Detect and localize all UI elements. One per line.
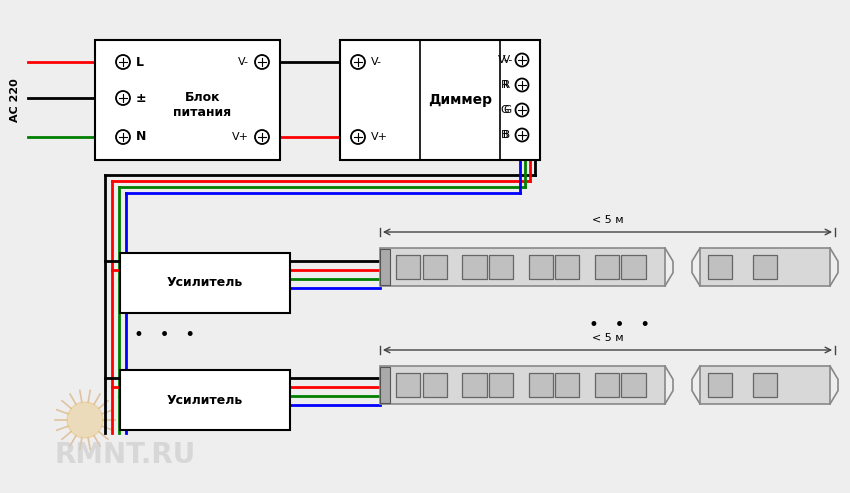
Text: RMNT.RU: RMNT.RU bbox=[55, 441, 196, 469]
Text: V+: V+ bbox=[371, 132, 388, 142]
Text: •   •   •: • • • bbox=[134, 326, 196, 344]
Text: B: B bbox=[503, 130, 510, 140]
Bar bbox=[340, 40, 540, 160]
Text: Диммер: Диммер bbox=[428, 93, 492, 107]
Bar bbox=[462, 373, 487, 397]
Text: < 5 м: < 5 м bbox=[592, 215, 623, 225]
Text: Блок
питания: Блок питания bbox=[173, 91, 231, 119]
Bar bbox=[120, 370, 290, 430]
Bar bbox=[380, 366, 665, 404]
Bar bbox=[396, 373, 421, 397]
Text: V-: V- bbox=[498, 55, 509, 65]
Bar bbox=[422, 373, 447, 397]
Text: G: G bbox=[503, 105, 511, 115]
Text: V-: V- bbox=[371, 57, 382, 67]
Bar bbox=[621, 373, 646, 397]
Bar bbox=[95, 40, 280, 160]
Bar bbox=[595, 255, 619, 279]
Text: V-: V- bbox=[238, 57, 249, 67]
Bar bbox=[621, 255, 646, 279]
Bar bbox=[489, 373, 513, 397]
Text: G: G bbox=[501, 105, 509, 115]
Bar bbox=[753, 255, 777, 279]
Text: V-: V- bbox=[503, 55, 513, 65]
Bar bbox=[753, 373, 777, 397]
Bar bbox=[380, 248, 665, 286]
Text: •   •   •: • • • bbox=[589, 316, 650, 334]
Bar bbox=[489, 255, 513, 279]
Text: B: B bbox=[502, 130, 509, 140]
Bar bbox=[529, 373, 553, 397]
Bar bbox=[708, 255, 732, 279]
Text: ±: ± bbox=[136, 92, 146, 105]
Circle shape bbox=[67, 402, 103, 438]
Bar bbox=[422, 255, 447, 279]
Bar bbox=[462, 255, 487, 279]
Bar bbox=[396, 255, 421, 279]
Text: R: R bbox=[502, 80, 509, 90]
Bar bbox=[555, 373, 580, 397]
Text: N: N bbox=[136, 131, 146, 143]
Bar bbox=[700, 248, 830, 286]
Bar bbox=[380, 249, 390, 285]
Bar bbox=[595, 373, 619, 397]
Bar bbox=[700, 366, 830, 404]
Text: < 5 м: < 5 м bbox=[592, 333, 623, 343]
Bar bbox=[380, 367, 390, 403]
Text: L: L bbox=[136, 56, 144, 69]
Bar bbox=[120, 253, 290, 313]
Text: V+: V+ bbox=[232, 132, 249, 142]
Bar bbox=[555, 255, 580, 279]
Text: AC 220: AC 220 bbox=[10, 78, 20, 122]
Text: Усилитель: Усилитель bbox=[167, 393, 243, 407]
Text: R: R bbox=[503, 80, 510, 90]
Bar bbox=[708, 373, 732, 397]
Text: Усилитель: Усилитель bbox=[167, 277, 243, 289]
Bar bbox=[529, 255, 553, 279]
